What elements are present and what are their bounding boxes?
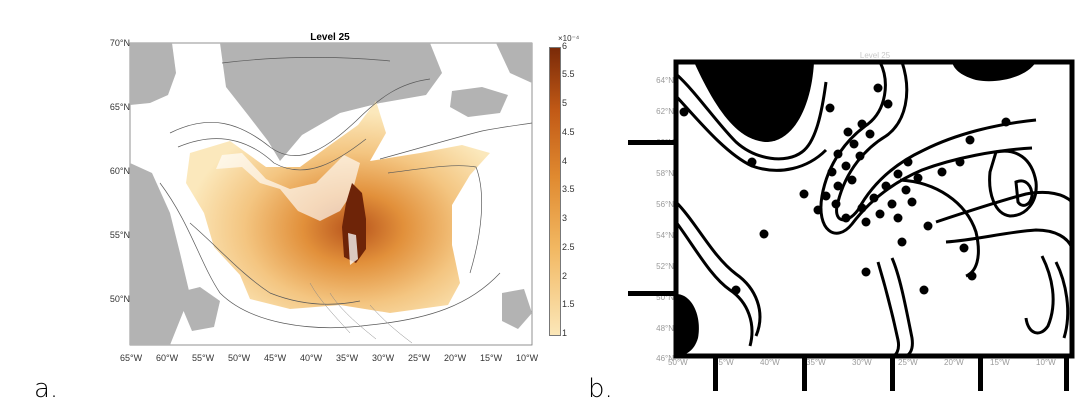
lon-tick: 20°W — [944, 358, 964, 367]
lon-tick: 65°W — [120, 353, 143, 363]
lat-tick: 70°N — [109, 38, 130, 48]
panel-b-tick-bar — [978, 353, 983, 391]
colorbar — [549, 47, 561, 336]
lon-tick: 30°W — [852, 358, 872, 367]
lat-tick: 58°N — [656, 169, 674, 178]
colorbar-tick: 3 — [562, 213, 568, 223]
panel-b-tick-bar — [802, 353, 807, 391]
colorbar-tick: 5.5 — [562, 69, 575, 79]
colorbar-tick: 6 — [562, 41, 568, 51]
colorbar-ticks: 6 5.5 5 4.5 4 3.5 3 2.5 2 1.5 1 — [562, 41, 586, 341]
station-dots — [679, 83, 1011, 295]
panel-b-title: Level 25 — [859, 51, 891, 60]
lat-tick: 48°N — [656, 324, 674, 333]
colorbar-tick: 3.5 — [562, 184, 575, 194]
panel-a-map — [129, 42, 533, 346]
land-baffin — [130, 43, 176, 105]
colorbar-tick: 1 — [562, 328, 568, 338]
land-ireland — [502, 289, 532, 329]
land-scandinavia — [496, 43, 532, 83]
colorbar-exponent: ×10⁻⁴ — [558, 34, 580, 43]
lon-tick: 50°W — [228, 353, 251, 363]
panel-b-tick-bar — [628, 291, 676, 296]
panel-b-letter: b. — [588, 374, 613, 404]
lat-tick: 46°N — [656, 354, 674, 363]
lon-tick: 45°W — [714, 358, 734, 367]
panel-b-tick-bar — [628, 140, 676, 145]
panel-a-title: Level 25 — [310, 32, 350, 43]
lat-tick: 64°N — [656, 76, 674, 85]
land-newfoundland — [176, 287, 220, 331]
panel-b-tick-bar — [713, 353, 718, 391]
colorbar-tick: 4.5 — [562, 127, 575, 137]
land-greenland — [220, 43, 442, 161]
panel-b-map — [673, 59, 1075, 359]
lat-tick: 55°N — [109, 230, 130, 240]
lon-tick: 25°W — [408, 353, 431, 363]
colorbar-tick: 2.5 — [562, 242, 575, 252]
lat-tick: 65°N — [109, 102, 130, 112]
lat-tick: 50°N — [109, 294, 130, 304]
lat-tick: 56°N — [656, 200, 674, 209]
land-blob-north — [694, 62, 814, 142]
colorbar-tick: 2 — [562, 271, 568, 281]
lon-tick: 35°W — [806, 358, 826, 367]
lon-tick: 10°W — [1036, 358, 1056, 367]
land-blob-southwest — [676, 294, 699, 356]
core-maximum — [342, 183, 366, 263]
panel-a-letter: a. — [34, 374, 59, 404]
land-labrador — [130, 163, 190, 345]
panel-a-lon-ticks: 65°W 60°W 55°W 50°W 45°W 40°W 35°W 30°W … — [118, 353, 548, 367]
lon-tick: 30°W — [372, 353, 395, 363]
lat-tick: 50°N — [656, 293, 674, 302]
lat-tick: 60°N — [109, 166, 130, 176]
lon-tick: 50°W — [668, 358, 688, 367]
panel-b-lat-ticks: 64°N 62°N 60°N 58°N 56°N 54°N 52°N 50°N … — [650, 76, 674, 366]
lat-tick: 62°N — [656, 107, 674, 116]
panel-b-lon-ticks: 50°W 45°W 40°W 35°W 30°W 25°W 20°W 15°W … — [668, 358, 1078, 370]
lon-tick: 15°W — [990, 358, 1010, 367]
panel-b-tick-bar — [890, 353, 895, 391]
lon-tick: 20°W — [444, 353, 467, 363]
panel-a-lat-ticks: 70°N 65°N 60°N 55°N 50°N — [100, 38, 130, 338]
lon-tick: 55°W — [192, 353, 215, 363]
lon-tick: 40°W — [760, 358, 780, 367]
lon-tick: 40°W — [300, 353, 323, 363]
lat-tick: 52°N — [656, 262, 674, 271]
lon-tick: 60°W — [156, 353, 179, 363]
land-blob-northeast — [952, 62, 1036, 82]
lon-tick: 10°W — [516, 353, 539, 363]
colorbar-tick: 4 — [562, 156, 568, 166]
panel-b-tick-bar — [1064, 353, 1069, 391]
colorbar-tick: 1.5 — [562, 299, 575, 309]
lon-tick: 45°W — [264, 353, 287, 363]
lon-tick: 25°W — [898, 358, 918, 367]
land-iceland — [450, 87, 508, 117]
lon-tick: 15°W — [480, 353, 503, 363]
colorbar-tick: 5 — [562, 98, 568, 108]
lon-tick: 35°W — [336, 353, 359, 363]
lat-tick: 54°N — [656, 231, 674, 240]
